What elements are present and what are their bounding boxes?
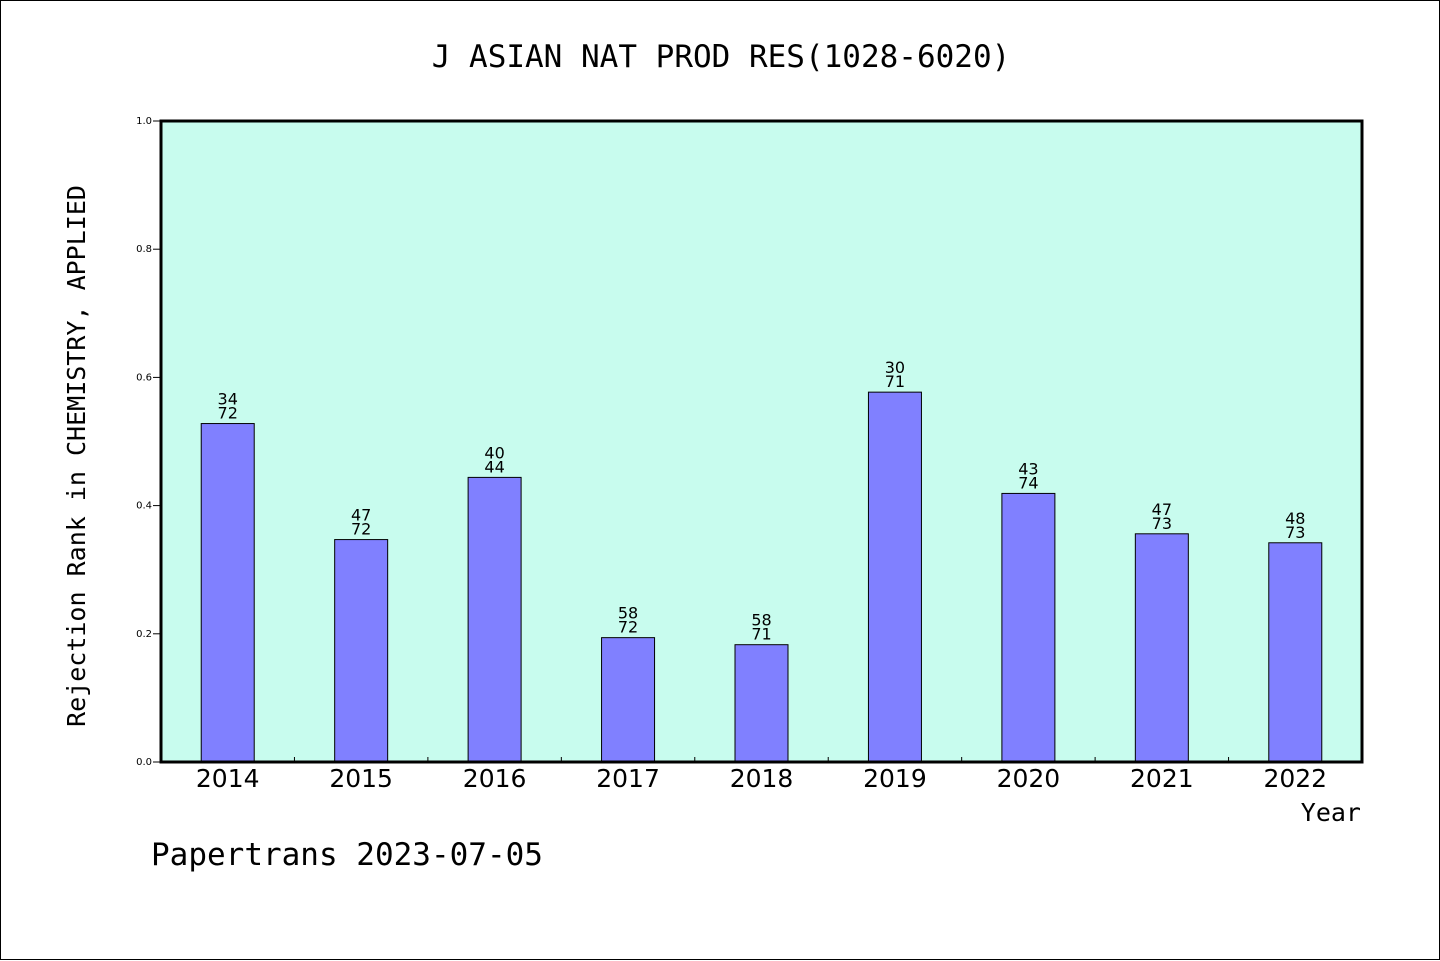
- bar-label-top: 47: [1152, 500, 1172, 519]
- bar-label-bottom: 74: [1018, 473, 1038, 492]
- y-tick-label: 1.0: [136, 116, 152, 127]
- bar-label-bottom: 71: [885, 372, 905, 391]
- bar-2018: [734, 644, 789, 763]
- bar-2014: [200, 423, 255, 763]
- bar-2015: [334, 539, 389, 763]
- bar-label-top: 40: [484, 443, 504, 462]
- bars: [200, 391, 1323, 763]
- bar-label-bottom: 72: [618, 618, 638, 637]
- x-tick-label: 2017: [596, 764, 660, 793]
- y-tick-label: 0.8: [136, 244, 152, 255]
- bar-label-bottom: 73: [1152, 514, 1172, 533]
- bar-2017: [601, 637, 656, 763]
- bar-label-top: 34: [218, 390, 238, 409]
- x-tick-label: 2014: [196, 764, 260, 793]
- plot-border: [159, 119, 1364, 764]
- x-tick-label: 2015: [329, 764, 393, 793]
- y-tick-label: 0.0: [136, 757, 152, 768]
- bar-label-bottom: 72: [351, 520, 371, 539]
- y-tick-label: 0.4: [136, 501, 152, 512]
- bar-label-bottom: 71: [751, 625, 771, 644]
- bar-2022: [1268, 542, 1323, 763]
- y-axis-label: Rejection Rank in CHEMISTRY, APPLIED: [62, 185, 91, 727]
- x-tick-label: 2018: [730, 764, 794, 793]
- x-axis-label: Year: [1301, 798, 1361, 827]
- bar-label-top: 43: [1018, 459, 1038, 478]
- chart-title: J ASIAN NAT PROD RES(1028-6020): [432, 39, 1011, 75]
- bar-label-top: 47: [351, 506, 371, 525]
- bar-2016: [467, 476, 522, 763]
- x-tick-label: 2019: [863, 764, 927, 793]
- bar-label-top: 48: [1285, 509, 1305, 528]
- bar-label-bottom: 72: [218, 404, 238, 423]
- x-tick-label: 2016: [463, 764, 527, 793]
- x-axis: 2014 2015 2016 2017 2018 2019 2020 2021 2022: [196, 757, 1327, 793]
- bar-2019: [867, 391, 922, 763]
- bar-label-top: 58: [751, 611, 771, 630]
- bar-label-top: 30: [885, 358, 905, 377]
- y-axis: 0.0 0.2 0.4 0.6 0.8 1.0: [136, 116, 161, 768]
- y-tick-label: 0.6: [136, 372, 152, 383]
- footer-credit: Papertrans 2023-07-05: [151, 837, 543, 873]
- bar-label-bottom: 73: [1285, 523, 1305, 542]
- bar-2021: [1134, 533, 1189, 763]
- x-tick-label: 2022: [1263, 764, 1327, 793]
- x-tick-label: 2021: [1130, 764, 1194, 793]
- bar-label-bottom: 44: [484, 457, 504, 476]
- x-tick-label: 2020: [997, 764, 1061, 793]
- bar-2020: [1001, 492, 1056, 763]
- bar-label-top: 58: [618, 604, 638, 623]
- y-tick-label: 0.2: [136, 629, 152, 640]
